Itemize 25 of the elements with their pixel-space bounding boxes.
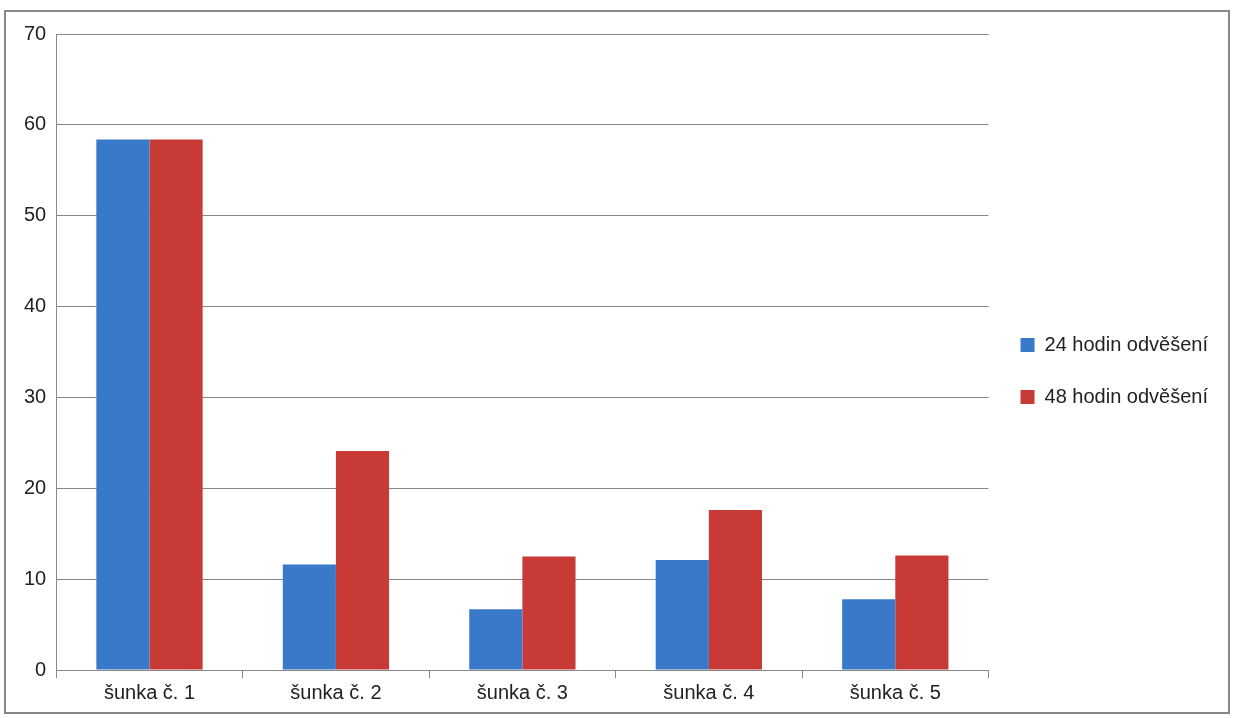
y-tick-label: 0 <box>35 657 47 680</box>
y-tick-label: 50 <box>24 203 47 226</box>
bar <box>655 560 709 670</box>
x-tick-label: šunka č. 5 <box>849 680 941 703</box>
x-tick-label: šunka č. 3 <box>476 680 568 703</box>
y-tick-label: 60 <box>24 112 47 135</box>
y-tick-label: 10 <box>24 566 47 589</box>
bar <box>96 139 150 670</box>
bar <box>522 556 576 670</box>
y-tick-label: 40 <box>24 294 47 317</box>
bar <box>282 564 336 670</box>
bar <box>335 451 390 670</box>
x-tick-label: šunka č. 2 <box>290 680 382 703</box>
bar <box>708 510 762 670</box>
bar <box>895 555 949 670</box>
y-tick-label: 30 <box>24 384 47 407</box>
y-tick-label: 20 <box>24 475 47 498</box>
y-tick-label: 70 <box>24 21 47 44</box>
bar <box>149 139 203 670</box>
x-tick-label: šunka č. 4 <box>663 680 755 703</box>
x-tick-label: šunka č. 1 <box>103 680 196 703</box>
legend-label: 24 hodin odvěšení <box>1044 332 1209 355</box>
bar <box>842 599 896 670</box>
bar <box>469 609 523 670</box>
legend-label: 48 hodin odvěšení <box>1044 384 1209 407</box>
